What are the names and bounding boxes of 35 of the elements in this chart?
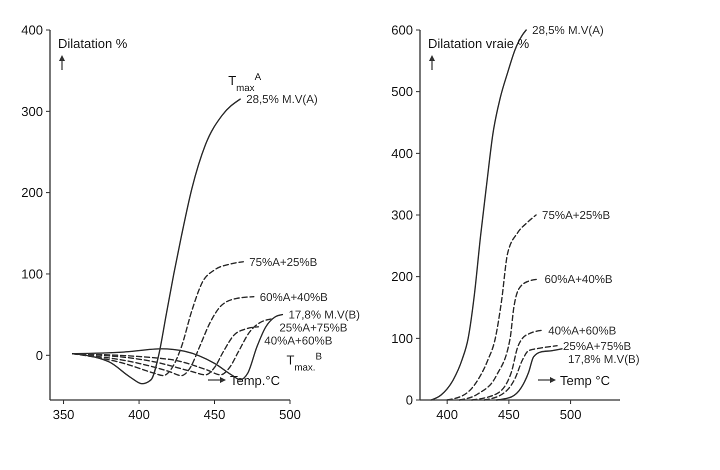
series-label: 17,8% M.V(B) (288, 310, 360, 322)
x-tick-label: 500 (279, 407, 301, 422)
y-tick-label: 400 (391, 146, 413, 161)
series-label: 17,8% M.V(B) (568, 354, 640, 366)
y-axis-title: Dilatation % (58, 36, 128, 51)
series-label: 25%A+75%B (279, 322, 348, 335)
x-tick-label: 500 (560, 407, 582, 422)
series-label: 75%A+25%B (542, 210, 610, 222)
series-label: 28,5% M.V(A) (532, 25, 604, 38)
series-label: 60%A+40%B (260, 292, 328, 304)
x-tick-label: 350 (52, 407, 74, 422)
y-tick-label: 400 (21, 22, 43, 38)
series-label: 40%A+60%B (548, 325, 617, 338)
y-tick-label: 200 (21, 185, 43, 200)
y-tick-label: 0 (36, 348, 43, 363)
y-tick-label: 600 (391, 22, 413, 38)
y-tick-label: 100 (21, 266, 43, 282)
y-axis-title: Dilatation vraie % (428, 36, 530, 51)
x-axis-title: Temp.°C (230, 373, 280, 388)
x-axis-title: Temp °C (560, 373, 610, 388)
series-label: 28,5% M.V(A) (246, 94, 318, 106)
y-tick-label: 0 (406, 392, 413, 408)
y-tick-label: 300 (391, 208, 413, 223)
series-label: 25%A+75%B (563, 340, 632, 353)
x-tick-label: 450 (498, 407, 520, 422)
series-label: 75%A+25%B (249, 256, 318, 269)
y-tick-label: 500 (391, 84, 413, 100)
x-tick-label: 400 (436, 407, 458, 422)
series-label: 40%A+60%B (264, 336, 333, 348)
series-label: 60%A+40%B (544, 274, 613, 286)
y-tick-label: 200 (391, 269, 413, 284)
y-tick-label: 300 (21, 104, 43, 119)
x-tick-label: 400 (128, 407, 150, 422)
x-tick-label: 450 (204, 407, 226, 422)
y-tick-label: 100 (391, 330, 413, 346)
